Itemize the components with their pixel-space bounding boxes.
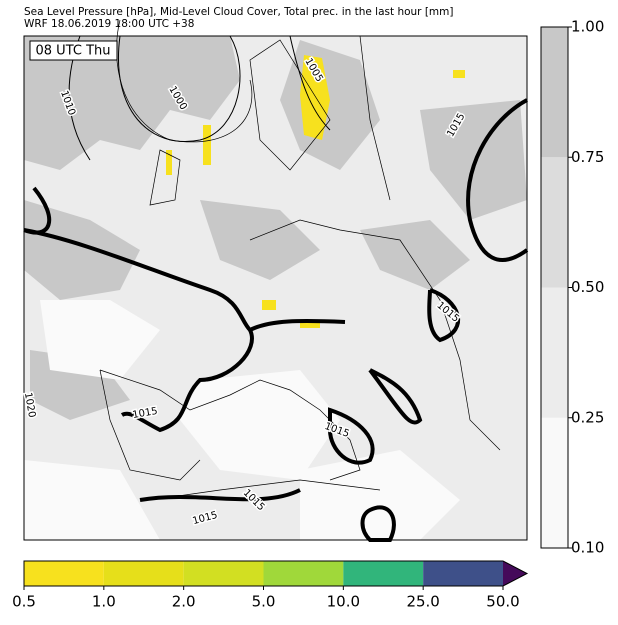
tick-label: 0.5 bbox=[12, 593, 36, 611]
tick-label: 0.25 bbox=[571, 408, 604, 426]
tick-label: 0.75 bbox=[571, 148, 604, 166]
colorbar-segment bbox=[541, 157, 568, 288]
colorbar-extend bbox=[503, 561, 527, 586]
map-frame bbox=[23, 35, 528, 541]
colorbar-frame bbox=[23, 560, 529, 587]
clear-areas bbox=[24, 300, 460, 540]
header-line: Sea Level Pressure [hPa], Mid-Level Clou… bbox=[24, 6, 454, 18]
colorbar-segment bbox=[183, 561, 264, 586]
tick-label: 25.0 bbox=[406, 593, 439, 611]
colorbar-segment bbox=[541, 27, 568, 158]
colorbar-segment bbox=[541, 287, 568, 418]
tick-label: 0.50 bbox=[571, 278, 604, 296]
tick-label: 0.10 bbox=[571, 539, 604, 557]
colorbar-segment bbox=[24, 561, 104, 586]
map: 08 UTC Thu bbox=[23, 19, 529, 542]
cloud-colorbar: 0.10 0.25 0.50 0.75 1.00 bbox=[540, 18, 604, 557]
tick-label: 1.0 bbox=[92, 593, 116, 611]
tick-label: 2.0 bbox=[172, 593, 196, 611]
tick-label: 50.0 bbox=[486, 593, 519, 611]
time-box bbox=[29, 40, 118, 61]
time-label: 08 UTC Thu bbox=[36, 44, 111, 59]
colorbar-segment bbox=[423, 561, 503, 586]
tick-label: 10.0 bbox=[327, 593, 360, 611]
precip-colorbar: 0.5 1.0 2.0 5.0 10.0 25.0 50.0 bbox=[12, 560, 529, 611]
colorbar-segment bbox=[343, 561, 424, 586]
colorbar-segment bbox=[263, 561, 344, 586]
cloud-areas bbox=[24, 36, 527, 420]
header-line: WRF 18.06.2019 18:00 UTC +38 bbox=[24, 18, 194, 30]
colorbar-segment bbox=[541, 417, 568, 548]
isobar-1015 bbox=[23, 98, 529, 542]
colorbar-segment bbox=[103, 561, 184, 586]
tick-label: 5.0 bbox=[252, 593, 276, 611]
precip-areas bbox=[166, 55, 465, 328]
tick-label: 1.00 bbox=[571, 18, 604, 36]
